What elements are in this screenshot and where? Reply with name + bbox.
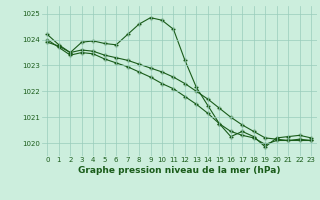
X-axis label: Graphe pression niveau de la mer (hPa): Graphe pression niveau de la mer (hPa) [78, 166, 280, 175]
